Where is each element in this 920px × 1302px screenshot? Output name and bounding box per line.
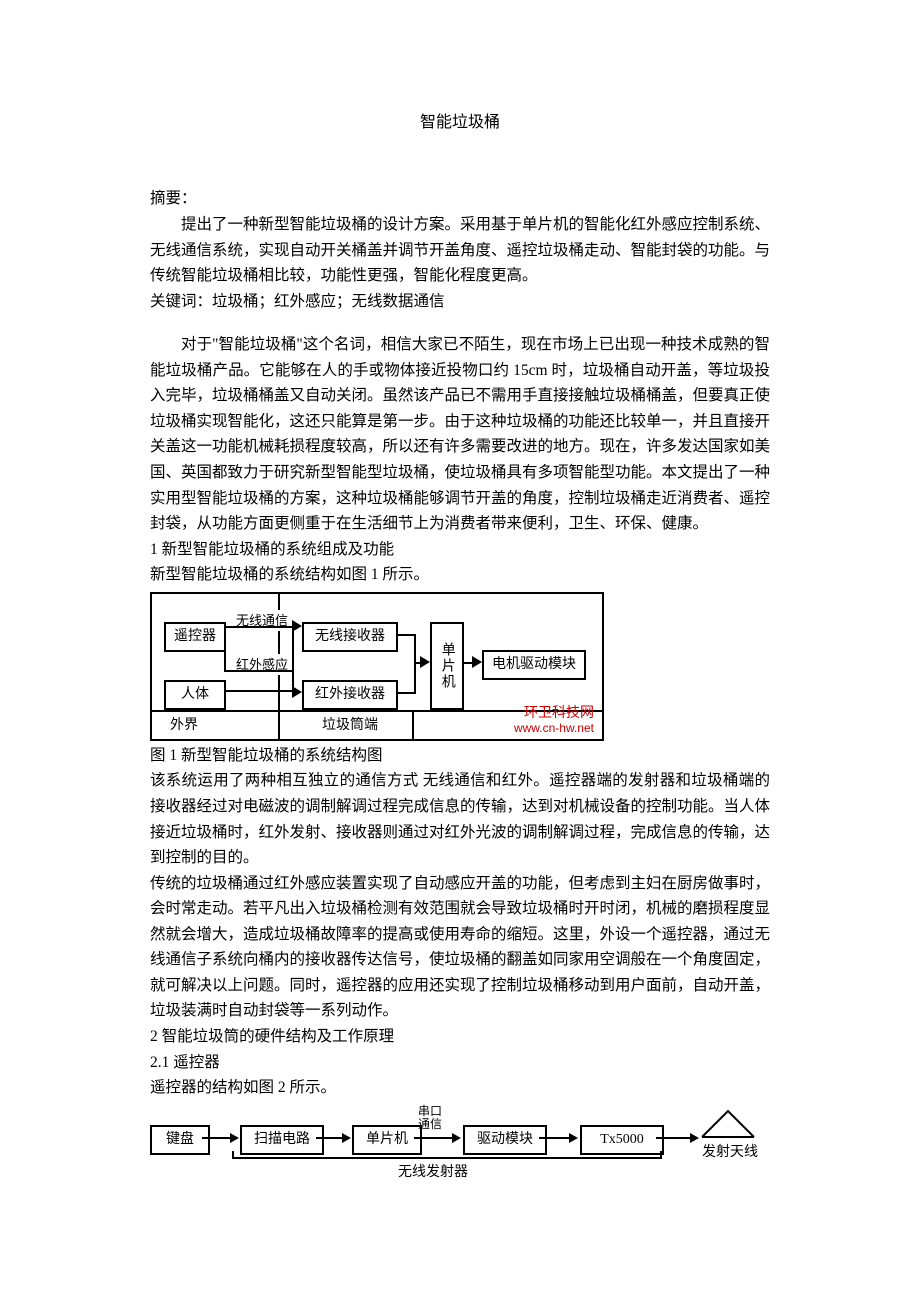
abstract-text: 提出了一种新型智能垃圾桶的设计方案。采用基于单片机的智能化红外感应控制系统、无线… bbox=[150, 212, 770, 289]
intro-paragraph: 对于"智能垃圾桶"这个名词，相信大家已不陌生，现在市场上已出现一种技术成熟的智能… bbox=[150, 332, 770, 537]
fig2-node-scan: 扫描电路 bbox=[240, 1125, 324, 1155]
abstract-label: 摘要： bbox=[150, 186, 770, 212]
figure-2-diagram: 键盘 扫描电路 单片机 驱动模块 Tx5000 串口 通信 发射天线 无线发射器 bbox=[150, 1107, 762, 1193]
fig1-node-body: 人体 bbox=[164, 680, 226, 710]
figure-1-diagram: 遥控器 人体 无线接收器 红外接收器 单片机 电机驱动模块 无线通信 红外感应 … bbox=[150, 592, 604, 741]
fig2-node-antenna: 发射天线 bbox=[694, 1141, 766, 1164]
fig1-watermark: 环卫科技网 www.cn-hw.net bbox=[514, 706, 594, 735]
fig1-node-ir-rx: 红外接收器 bbox=[302, 680, 398, 710]
document-page: 智能垃圾桶 摘要： 提出了一种新型智能垃圾桶的设计方案。采用基于单片机的智能化红… bbox=[0, 0, 920, 1253]
section-1-para3: 传统的垃圾桶通过红外感应装置实现了自动感应开盖的功能，但考虑到主妇在厨房做事时，… bbox=[150, 871, 770, 1024]
fig1-watermark-url: www.cn-hw.net bbox=[514, 721, 594, 735]
section-1-para2: 该系统运用了两种相互独立的通信方式 无线通信和红外。遥控器端的发射器和垃圾桶端的… bbox=[150, 768, 770, 870]
fig1-label-binend: 垃圾筒端 bbox=[322, 714, 378, 737]
fig2-node-mcu: 单片机 bbox=[352, 1125, 422, 1155]
document-title: 智能垃圾桶 bbox=[150, 110, 770, 136]
section-1-heading: 1 新型智能垃圾桶的系统组成及功能 bbox=[150, 537, 770, 563]
fig1-node-wireless-rx: 无线接收器 bbox=[302, 622, 398, 652]
fig2-edge-serial: 串口 通信 bbox=[418, 1105, 442, 1131]
fig1-node-motor: 电机驱动模块 bbox=[482, 650, 586, 680]
section-1-line: 新型智能垃圾桶的系统结构如图 1 所示。 bbox=[150, 562, 770, 588]
fig1-label-outside: 外界 bbox=[170, 714, 198, 737]
fig1-edge-wireless: 无线通信 bbox=[236, 610, 288, 631]
figure-1-caption: 图 1 新型智能垃圾桶的系统结构图 bbox=[150, 743, 770, 769]
section-2-1-line: 遥控器的结构如图 2 所示。 bbox=[150, 1075, 770, 1101]
fig2-group-label: 无线发射器 bbox=[398, 1161, 468, 1184]
fig1-edge-ir: 红外感应 bbox=[236, 654, 288, 675]
fig1-node-mcu: 单片机 bbox=[430, 622, 464, 710]
fig2-node-driver: 驱动模块 bbox=[463, 1125, 547, 1155]
section-2-heading: 2 智能垃圾筒的硬件结构及工作原理 bbox=[150, 1024, 770, 1050]
section-2-1-heading: 2.1 遥控器 bbox=[150, 1050, 770, 1076]
fig1-watermark-cn: 环卫科技网 bbox=[524, 706, 594, 721]
fig1-node-remote: 遥控器 bbox=[164, 622, 226, 652]
fig2-node-keyboard: 键盘 bbox=[150, 1125, 210, 1155]
keywords-line: 关键词：垃圾桶；红外感应；无线数据通信 bbox=[150, 289, 770, 315]
fig2-node-tx5000: Tx5000 bbox=[580, 1125, 664, 1155]
